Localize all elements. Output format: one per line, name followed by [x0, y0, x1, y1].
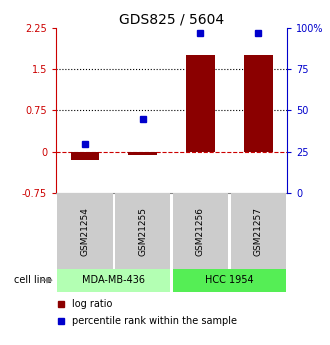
Title: GDS825 / 5604: GDS825 / 5604: [119, 12, 224, 27]
Text: GSM21254: GSM21254: [81, 207, 89, 256]
Text: percentile rank within the sample: percentile rank within the sample: [72, 316, 237, 326]
Bar: [71, 152, 99, 160]
Bar: [173, 193, 228, 269]
Bar: [231, 193, 286, 269]
Text: GSM21257: GSM21257: [254, 207, 263, 256]
Bar: [57, 269, 171, 292]
Bar: [244, 55, 273, 152]
Text: GSM21255: GSM21255: [138, 207, 147, 256]
Text: log ratio: log ratio: [72, 299, 113, 308]
Bar: [173, 269, 286, 292]
Bar: [128, 152, 157, 155]
Bar: [115, 193, 171, 269]
Text: MDA-MB-436: MDA-MB-436: [82, 275, 145, 285]
Bar: [186, 55, 215, 152]
Bar: [57, 193, 113, 269]
Text: GSM21256: GSM21256: [196, 207, 205, 256]
Text: cell line: cell line: [14, 275, 51, 285]
Text: HCC 1954: HCC 1954: [205, 275, 254, 285]
